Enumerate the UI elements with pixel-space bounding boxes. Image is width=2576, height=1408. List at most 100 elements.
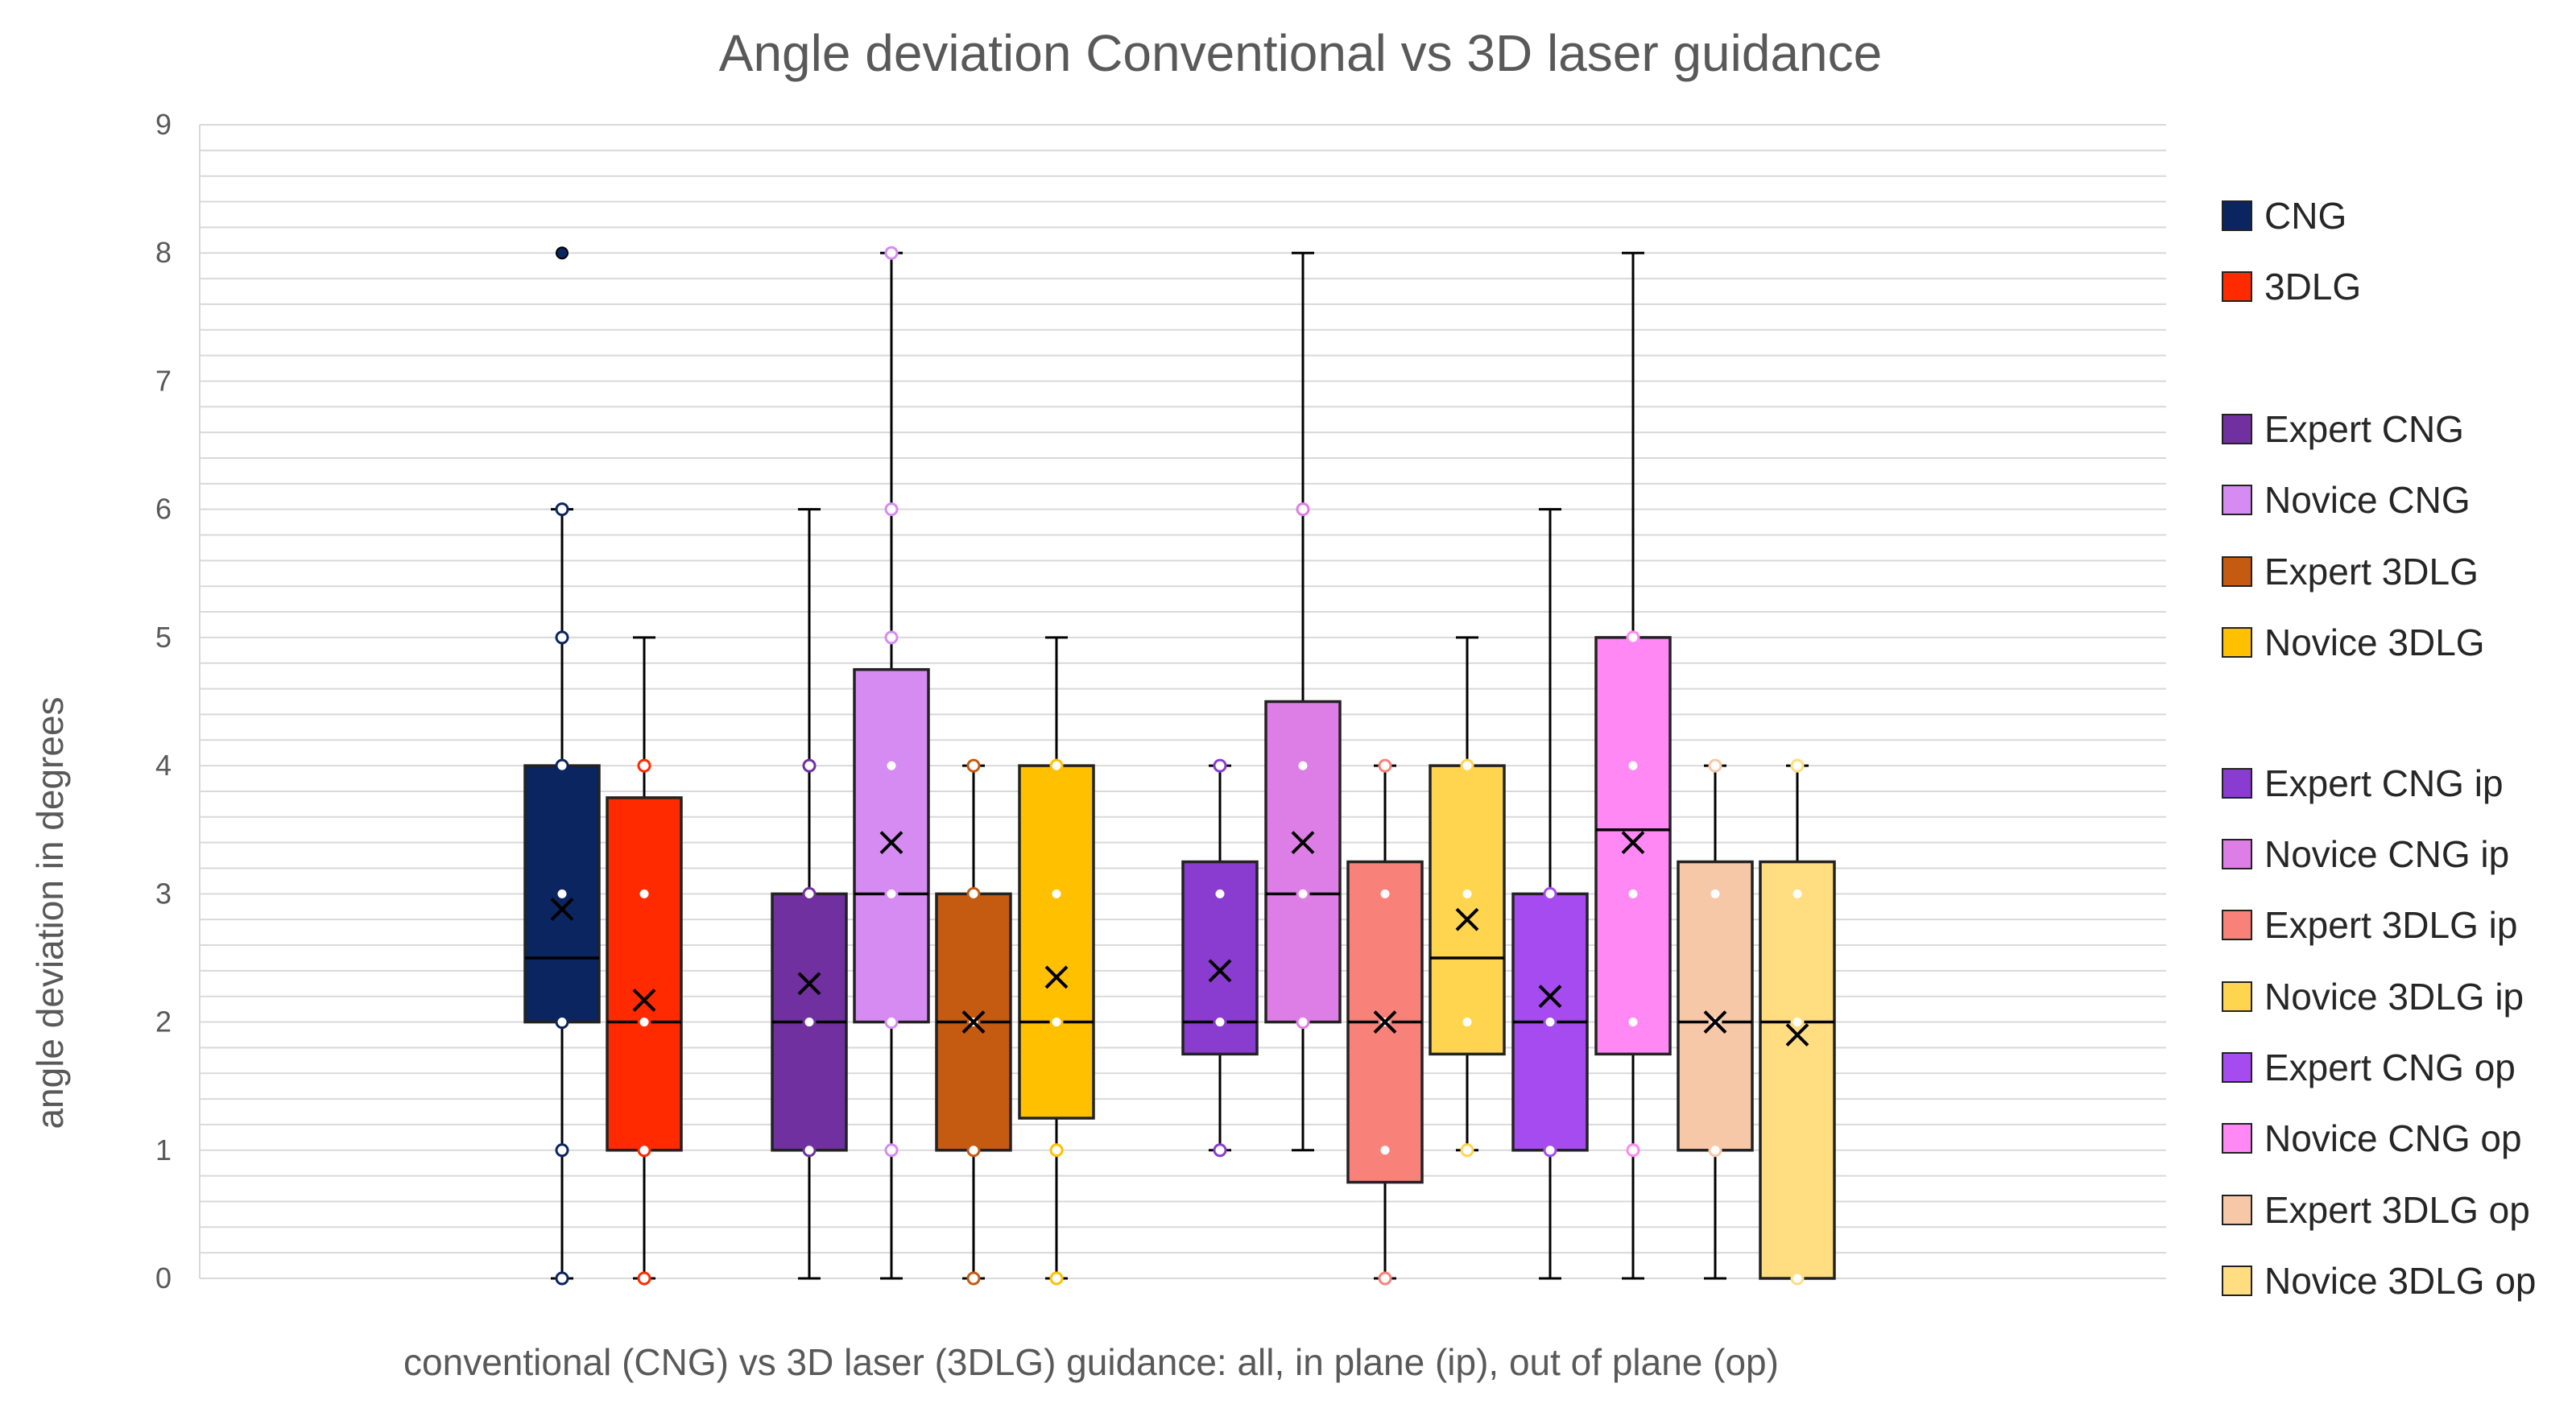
legend-swatch xyxy=(2222,1123,2252,1154)
legend-swatch xyxy=(2222,627,2252,658)
legend-item: Novice CNG xyxy=(2222,479,2471,521)
data-point xyxy=(1543,1143,1557,1158)
y-tick-label: 2 xyxy=(155,1005,172,1038)
legend-item: Expert 3DLG ip xyxy=(2222,904,2517,946)
data-point xyxy=(1213,886,1227,901)
data-point xyxy=(1213,1143,1227,1158)
box-plots xyxy=(523,246,1836,1286)
data-point xyxy=(1213,758,1227,773)
data-point xyxy=(884,758,899,773)
legend: CNG 3DLG Expert CNG Novice CNG Expert 3DLG No… xyxy=(2222,195,2537,1302)
mean-marker xyxy=(1703,1010,1727,1034)
data-point xyxy=(1626,1015,1640,1030)
box-novice-3dlg-op xyxy=(1759,758,1836,1286)
box-novice-cng xyxy=(853,246,930,1280)
box-rect xyxy=(853,667,930,1024)
data-point xyxy=(1049,758,1064,773)
data-point xyxy=(1378,758,1392,773)
data-point xyxy=(802,1143,817,1158)
legend-swatch xyxy=(2222,1195,2252,1225)
box-novice-3dlg xyxy=(1018,636,1095,1286)
data-point xyxy=(802,758,817,773)
mean-marker xyxy=(632,989,656,1012)
box-rect xyxy=(1264,700,1342,1024)
box-expert-3dlg-op xyxy=(1677,758,1754,1280)
y-axis-label: angle deviation in degrees xyxy=(29,696,71,1129)
y-tick-label: 7 xyxy=(155,364,172,397)
box-expert-cng-op xyxy=(1511,508,1589,1280)
data-point xyxy=(637,1271,651,1286)
legend-swatch xyxy=(2222,1266,2252,1296)
data-point xyxy=(884,246,899,260)
legend-label: Novice CNG xyxy=(2264,479,2471,521)
mean-marker xyxy=(879,831,903,855)
data-point xyxy=(1626,886,1640,901)
mean-marker xyxy=(961,1010,986,1034)
data-point xyxy=(1049,886,1064,901)
legend-item: Expert CNG op xyxy=(2222,1047,2516,1088)
legend-swatch xyxy=(2222,768,2252,799)
data-point xyxy=(1626,758,1640,773)
data-point xyxy=(966,886,981,901)
data-point xyxy=(637,886,651,901)
data-point xyxy=(1049,1015,1064,1030)
box-expert-3dlg-ip xyxy=(1346,758,1424,1286)
data-point xyxy=(555,886,569,901)
data-point xyxy=(802,1015,817,1030)
data-point xyxy=(966,1271,981,1286)
data-point xyxy=(1460,1015,1474,1030)
data-point xyxy=(1296,1015,1310,1030)
data-point xyxy=(1296,502,1310,517)
legend-item: Expert CNG ip xyxy=(2222,762,2504,804)
data-point xyxy=(555,758,569,773)
legend-swatch xyxy=(2222,981,2252,1012)
y-tick-label: 8 xyxy=(155,236,172,269)
data-point xyxy=(884,502,899,517)
legend-label: Novice CNG op xyxy=(2264,1117,2522,1159)
data-point xyxy=(884,886,899,901)
data-point xyxy=(1213,1015,1227,1030)
legend-swatch xyxy=(2222,1052,2252,1083)
data-point xyxy=(1296,886,1310,901)
legend-label: Expert CNG xyxy=(2264,408,2464,450)
y-tick-label: 0 xyxy=(155,1261,172,1294)
legend-item: Novice 3DLG ip xyxy=(2222,976,2524,1018)
box-rect xyxy=(1429,764,1506,1056)
box-expert-cng xyxy=(771,508,848,1280)
legend-label: Novice 3DLG xyxy=(2264,621,2485,663)
legend-label: CNG xyxy=(2264,195,2347,237)
data-point xyxy=(1296,758,1310,773)
legend-swatch xyxy=(2222,556,2252,587)
legend-label: Novice 3DLG op xyxy=(2264,1260,2537,1302)
data-point xyxy=(1790,758,1805,773)
mean-marker xyxy=(1044,965,1069,989)
box-novice-cng-ip xyxy=(1264,251,1342,1152)
legend-label: Expert 3DLG xyxy=(2264,551,2479,593)
box-3dlg xyxy=(606,636,683,1286)
legend-swatch xyxy=(2222,910,2252,940)
data-point xyxy=(1708,1143,1722,1158)
box-expert-3dlg xyxy=(935,758,1012,1286)
y-tick-label: 3 xyxy=(155,877,172,910)
legend-item: Novice 3DLG op xyxy=(2222,1260,2537,1302)
legend-item: Novice CNG ip xyxy=(2222,833,2509,875)
y-tick-label: 5 xyxy=(155,621,172,654)
box-cng xyxy=(523,246,601,1286)
mean-marker xyxy=(550,898,574,921)
data-point xyxy=(1049,1271,1064,1286)
legend-swatch xyxy=(2222,839,2252,869)
box-rect xyxy=(1018,764,1095,1120)
data-point xyxy=(884,630,899,645)
legend-item: CNG xyxy=(2222,195,2347,237)
legend-label: Novice 3DLG ip xyxy=(2264,976,2524,1018)
mean-marker xyxy=(1208,959,1232,983)
mean-marker xyxy=(1291,831,1315,855)
legend-label: Novice CNG ip xyxy=(2264,833,2509,875)
data-point xyxy=(637,1015,651,1030)
legend-item: Expert 3DLG xyxy=(2222,551,2479,593)
y-tick-label: 9 xyxy=(155,108,172,141)
data-point xyxy=(556,246,569,260)
data-point xyxy=(1460,758,1474,773)
data-point xyxy=(555,630,569,645)
